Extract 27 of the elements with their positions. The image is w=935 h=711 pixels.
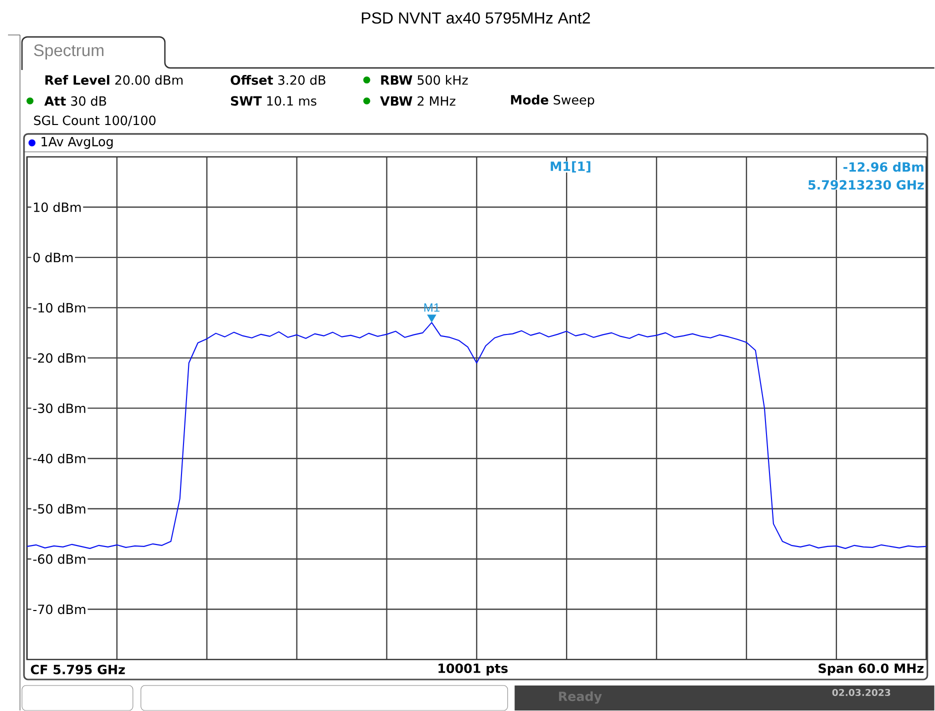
y-tick-label: -30 dBm — [33, 403, 86, 414]
text: SGL Count 100/100 — [34, 116, 156, 126]
y-tick-label: -10 dBm — [33, 302, 86, 313]
annotation: -12.96 dBm — [843, 162, 924, 172]
y-tick-label: -20 dBm — [33, 353, 86, 363]
text: Spectrum — [34, 44, 104, 60]
y-tick-label: -40 dBm — [33, 454, 86, 464]
text: SWT 10.1 ms — [231, 96, 316, 106]
text: 10001 pts — [438, 664, 508, 676]
chart-title: PSD NVNT ax40 5795MHz Ant2 — [362, 12, 590, 24]
text: VBW 2 MHz — [380, 96, 456, 106]
text: Att 30 dB — [44, 96, 106, 106]
text: Ref Level 20.00 dBm — [45, 75, 183, 85]
y-tick-label: -70 dBm — [33, 604, 86, 614]
y-tick-label: -60 dBm — [33, 554, 86, 564]
text: 02.03.2023 — [832, 689, 890, 696]
y-tick-label: -50 dBm — [33, 504, 86, 514]
annotation: 5.79213230 GHz — [808, 180, 924, 190]
text: Offset 3.20 dB — [230, 75, 326, 85]
y-tick-label: 10 dBm — [34, 202, 81, 212]
y-tick-label: 0 dBm — [33, 252, 73, 262]
text: Mode Sweep — [511, 94, 594, 108]
text: Span 60.0 MHz — [818, 664, 924, 676]
text: RBW 500 kHz — [381, 75, 468, 85]
annotation: M1[1] — [550, 161, 590, 173]
text: 1Av AvgLog — [42, 137, 113, 149]
text: CF 5.795 GHz — [30, 664, 125, 674]
